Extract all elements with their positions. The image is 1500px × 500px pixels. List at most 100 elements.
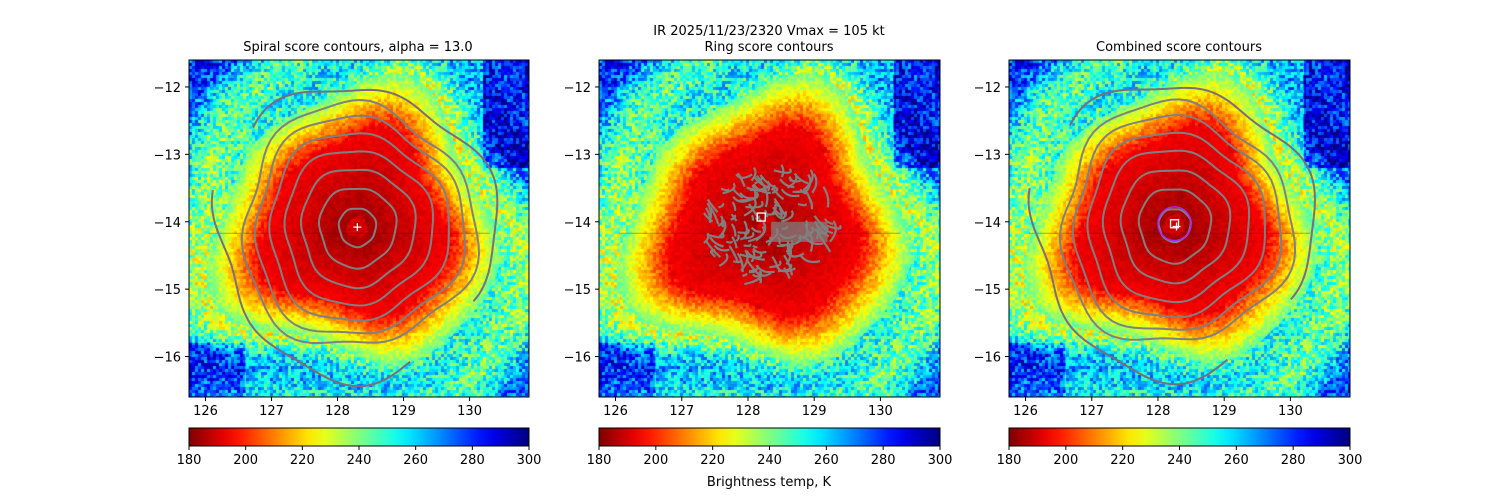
ring-contour-segment <box>718 202 725 209</box>
ring-contour-segment <box>703 232 710 244</box>
score-contour <box>299 168 417 290</box>
colorbar-tick-label: 200 <box>1053 453 1078 468</box>
ring-contour-segment <box>743 243 752 247</box>
x-tick-label: 130 <box>868 404 893 419</box>
score-contour <box>283 150 435 307</box>
center-plus-marker <box>1172 222 1181 231</box>
ring-contour-segment <box>742 272 748 277</box>
ring-contour-segment <box>731 236 738 249</box>
panel-spiral: Spiral score contours, alpha = 13.0 126 1… <box>154 40 542 468</box>
score-contour <box>268 132 450 322</box>
x-tick-label: 129 <box>802 404 827 419</box>
rmw-circle <box>1157 206 1192 242</box>
colorbar-tick-label: 200 <box>233 453 258 468</box>
ring-contour-segment <box>722 182 736 195</box>
colorbar-tick-label: 280 <box>871 453 896 468</box>
colorbar-tick-label: 280 <box>1281 453 1306 468</box>
ring-contour-segment <box>736 172 746 187</box>
y-tick-label: −14 <box>564 216 591 231</box>
ring-contour-segment <box>750 226 762 233</box>
ring-contour-segment <box>720 187 730 192</box>
y-tick-label: −12 <box>974 81 1001 96</box>
ring-contour-segment <box>752 247 767 254</box>
ring-contour-segment <box>735 234 740 242</box>
y-tick-label: −15 <box>154 283 181 298</box>
y-tick-label: −16 <box>564 351 591 366</box>
x-tick-label: 126 <box>193 404 218 419</box>
ring-contour-segment <box>780 188 800 198</box>
ring-contour-segment <box>823 218 834 226</box>
ring-contour-segment <box>745 250 765 261</box>
ring-contour-segment <box>771 187 779 194</box>
center-square-marker <box>756 212 766 222</box>
score-contour <box>1071 113 1283 331</box>
ring-contour-segment <box>762 185 769 208</box>
contour-group <box>703 164 842 286</box>
ring-contour-segment <box>786 251 805 258</box>
x-tick-label: 126 <box>603 404 628 419</box>
ring-contour-segment <box>748 203 763 223</box>
ring-contour-segment <box>802 169 814 192</box>
ring-contour-segment <box>730 214 737 221</box>
score-contour <box>1137 188 1213 265</box>
score-contour <box>253 114 467 335</box>
score-contour <box>240 98 481 344</box>
panel-title-spiral: Spiral score contours, alpha = 13.0 <box>243 40 472 55</box>
ring-contour-block <box>771 221 828 242</box>
axes-frame <box>188 59 530 398</box>
ring-contour-segment <box>766 184 771 192</box>
colorbar-tick-label: 300 <box>928 453 953 468</box>
ring-contour-segment <box>709 236 724 248</box>
colorbar-tick-label: 240 <box>1167 453 1192 468</box>
ring-contour-segment <box>706 232 725 239</box>
y-tick-label: −14 <box>974 216 1001 231</box>
colorbar-tick-label: 300 <box>517 453 542 468</box>
x-tick-label: 130 <box>457 404 482 419</box>
score-contour <box>1101 149 1251 304</box>
ring-contour-segment <box>709 206 720 225</box>
ring-contour-segment <box>777 263 793 273</box>
ring-contour-segment <box>772 188 785 201</box>
ring-contour-segment <box>826 224 842 230</box>
ring-contour-segment <box>763 209 769 218</box>
ring-contour-segment <box>739 191 759 202</box>
colorbar-tick-label: 300 <box>1338 453 1363 468</box>
ring-contour-segment <box>783 254 794 276</box>
ring-contour-segment <box>771 256 780 270</box>
x-tick-label: 127 <box>1079 404 1104 419</box>
colorbar-tick-label: 260 <box>1224 453 1249 468</box>
center-square-marker <box>1169 219 1180 229</box>
ring-contour-segment <box>786 172 798 189</box>
ring-contour-segment <box>780 164 785 178</box>
x-tick-label: 130 <box>1278 404 1303 419</box>
colorbar-tick-label: 260 <box>403 453 428 468</box>
y-tick-label: −13 <box>564 148 591 163</box>
axes-frame <box>1008 59 1351 398</box>
colorbar-tick-label: 220 <box>290 453 315 468</box>
ring-contour-segment <box>752 183 771 195</box>
score-contour <box>1058 98 1297 341</box>
y-tick-label: −13 <box>154 148 181 163</box>
y-tick-label: −16 <box>974 351 1001 366</box>
ring-contour-segment <box>733 259 742 264</box>
y-tick-label: −12 <box>564 81 591 96</box>
ring-contour-segment <box>750 214 755 221</box>
colorbar <box>598 427 941 447</box>
ring-contour-segment <box>797 202 807 207</box>
heatmap-image <box>189 60 529 397</box>
figure-suptitle: IR 2025/11/23/2320 Vmax = 105 kt <box>653 24 884 39</box>
ring-contour-segment <box>735 173 753 179</box>
x-tick-label: 128 <box>736 404 761 419</box>
y-tick-label: −16 <box>154 351 181 366</box>
score-contour <box>1086 131 1266 319</box>
ring-contour-segment <box>736 252 744 273</box>
colorbar-tick-label: 240 <box>757 453 782 468</box>
y-tick-label: −14 <box>154 216 181 231</box>
ring-contour-segment <box>781 210 787 220</box>
ring-contour-segment <box>709 248 716 253</box>
x-tick-label: 128 <box>1146 404 1171 419</box>
ring-contour-segment <box>772 206 782 216</box>
panel-combined: Combined score contours 126 127 128 129 130 −… <box>974 40 1363 468</box>
colorbar <box>1008 427 1351 447</box>
ring-contour-segment <box>728 245 739 263</box>
